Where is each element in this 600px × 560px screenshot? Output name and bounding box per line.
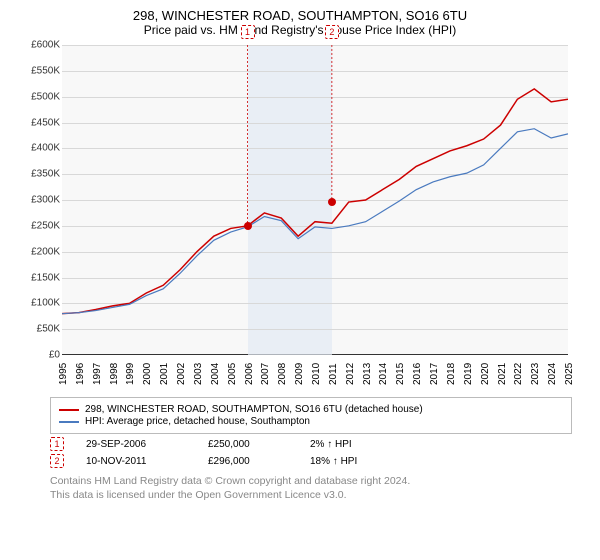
transaction-date: 29-SEP-2006 — [86, 439, 186, 450]
x-axis-label: 2002 — [176, 363, 187, 385]
x-axis-label: 2000 — [142, 363, 153, 385]
y-axis-label: £400K — [20, 143, 60, 154]
x-axis-label: 1998 — [109, 363, 120, 385]
x-axis-label: 2003 — [193, 363, 204, 385]
x-axis-label: 2008 — [277, 363, 288, 385]
transaction-marker: 1 — [50, 437, 64, 451]
x-axis-label: 2025 — [564, 363, 575, 385]
x-axis-label: 2007 — [260, 363, 271, 385]
marker-label: 1 — [241, 25, 255, 39]
marker-label: 2 — [325, 25, 339, 39]
y-axis-label: £150K — [20, 272, 60, 283]
x-axis-label: 2015 — [395, 363, 406, 385]
y-axis-label: £500K — [20, 91, 60, 102]
legend-swatch — [59, 409, 79, 411]
marker-dot — [328, 198, 336, 206]
x-axis-label: 2004 — [210, 363, 221, 385]
y-axis-label: £600K — [20, 40, 60, 51]
x-axis-label: 2020 — [480, 363, 491, 385]
y-axis-label: £450K — [20, 117, 60, 128]
chart-title-block: 298, WINCHESTER ROAD, SOUTHAMPTON, SO16 … — [0, 0, 600, 41]
x-axis-label: 2019 — [463, 363, 474, 385]
attribution-line: Contains HM Land Registry data © Crown c… — [50, 474, 572, 488]
y-axis-label: £550K — [20, 65, 60, 76]
transaction-hpi: 2% ↑ HPI — [310, 439, 352, 450]
legend: 298, WINCHESTER ROAD, SOUTHAMPTON, SO16 … — [50, 397, 572, 434]
y-axis-label: £350K — [20, 169, 60, 180]
x-axis-label: 2021 — [497, 363, 508, 385]
y-axis-label: £50K — [20, 324, 60, 335]
plot-area: 12 — [62, 45, 568, 355]
transaction-row: 1 29-SEP-2006 £250,000 2% ↑ HPI — [50, 437, 600, 451]
transaction-marker: 2 — [50, 454, 64, 468]
attribution-line: This data is licensed under the Open Gov… — [50, 488, 572, 502]
x-axis-label: 2022 — [513, 363, 524, 385]
x-axis-label: 2009 — [294, 363, 305, 385]
marker-dot — [244, 222, 252, 230]
title-address: 298, WINCHESTER ROAD, SOUTHAMPTON, SO16 … — [10, 8, 590, 23]
x-axis-label: 2017 — [429, 363, 440, 385]
legend-item: 298, WINCHESTER ROAD, SOUTHAMPTON, SO16 … — [59, 404, 563, 415]
transaction-hpi: 18% ↑ HPI — [310, 456, 357, 467]
y-axis-label: £250K — [20, 220, 60, 231]
transaction-price: £250,000 — [208, 439, 288, 450]
chart: £0 £50K £100K £150K £200K £250K £300K £350K £400… — [20, 45, 580, 395]
y-axis-label: £300K — [20, 195, 60, 206]
x-axis-label: 2006 — [244, 363, 255, 385]
transaction-price: £296,000 — [208, 456, 288, 467]
y-axis-label: £0 — [20, 350, 60, 361]
x-axis-label: 1999 — [125, 363, 136, 385]
x-axis-label: 2018 — [446, 363, 457, 385]
x-axis-label: 1996 — [75, 363, 86, 385]
x-axis-label: 2024 — [547, 363, 558, 385]
x-axis-label: 2005 — [227, 363, 238, 385]
x-axis-label: 2011 — [328, 363, 339, 385]
transaction-row: 2 10-NOV-2011 £296,000 18% ↑ HPI — [50, 454, 600, 468]
legend-label: 298, WINCHESTER ROAD, SOUTHAMPTON, SO16 … — [85, 404, 423, 415]
x-axis-label: 1995 — [58, 363, 69, 385]
y-axis-label: £100K — [20, 298, 60, 309]
x-axis-label: 1997 — [92, 363, 103, 385]
x-axis-label: 2016 — [412, 363, 423, 385]
x-axis-label: 2010 — [311, 363, 322, 385]
title-subtitle: Price paid vs. HM Land Registry's House … — [10, 23, 590, 37]
attribution: Contains HM Land Registry data © Crown c… — [50, 474, 572, 502]
x-axis-label: 2013 — [362, 363, 373, 385]
transaction-date: 10-NOV-2011 — [86, 456, 186, 467]
x-axis-label: 2001 — [159, 363, 170, 385]
x-axis-label: 2014 — [378, 363, 389, 385]
legend-label: HPI: Average price, detached house, Sout… — [85, 416, 310, 427]
legend-item: HPI: Average price, detached house, Sout… — [59, 416, 563, 427]
x-axis-label: 2012 — [345, 363, 356, 385]
x-axis-label: 2023 — [530, 363, 541, 385]
legend-swatch — [59, 421, 79, 423]
y-axis-label: £200K — [20, 246, 60, 257]
